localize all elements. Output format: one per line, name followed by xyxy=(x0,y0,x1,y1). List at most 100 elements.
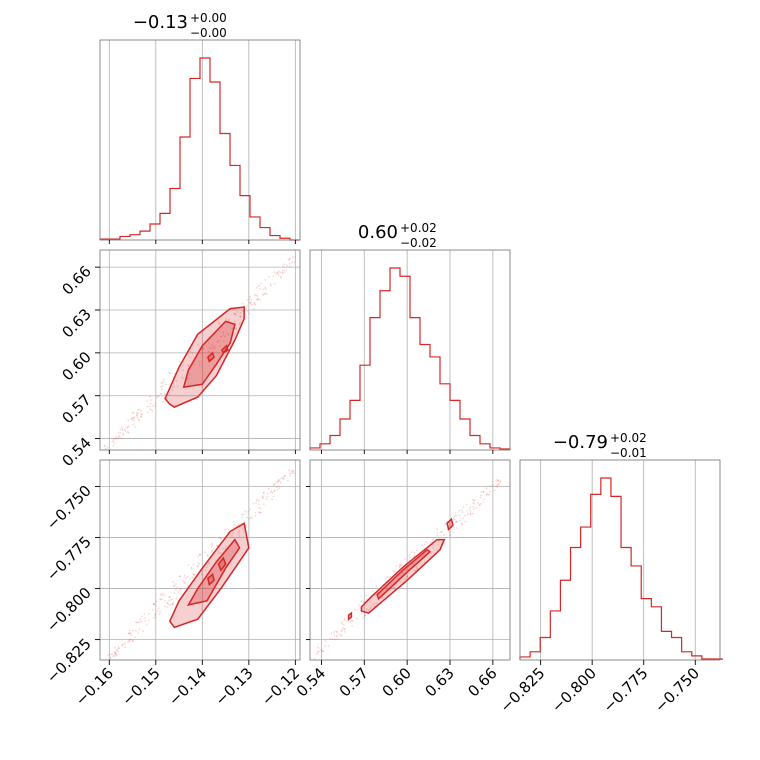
sample-point xyxy=(182,364,185,367)
sample-point xyxy=(198,364,201,367)
sample-point xyxy=(469,510,472,513)
sample-point xyxy=(288,262,291,265)
sample-point xyxy=(218,321,220,324)
sample-point xyxy=(179,593,182,595)
sample-point xyxy=(117,650,119,653)
sample-point xyxy=(273,483,275,485)
x-tick-label: −0.13 xyxy=(211,664,256,709)
sample-point xyxy=(156,395,159,398)
sample-point xyxy=(112,444,115,447)
sample-point xyxy=(250,303,252,306)
sample-point xyxy=(461,523,464,526)
sample-point xyxy=(151,410,154,412)
sample-point xyxy=(276,489,279,491)
sample-point xyxy=(175,597,178,600)
sample-point xyxy=(259,511,261,514)
sample-point xyxy=(171,598,174,600)
sample-point xyxy=(497,479,499,482)
sample-point xyxy=(124,642,127,645)
sample-point xyxy=(179,587,182,590)
sample-point xyxy=(224,335,227,338)
sample-point xyxy=(212,347,215,350)
sample-point xyxy=(409,556,412,559)
sample-point xyxy=(127,419,130,422)
sample-point xyxy=(117,432,120,434)
sample-point xyxy=(114,652,117,654)
sample-point xyxy=(465,503,468,506)
sample-point xyxy=(208,346,211,349)
sample-point xyxy=(272,484,275,487)
sample-point xyxy=(455,514,458,517)
sample-point xyxy=(227,528,230,531)
sample-point xyxy=(169,372,171,375)
sample-point xyxy=(159,610,161,613)
sample-point xyxy=(104,444,106,447)
sample-point xyxy=(168,394,170,396)
sample-point xyxy=(240,315,242,318)
sample-point xyxy=(289,472,292,475)
sample-point xyxy=(332,631,335,633)
sample-point xyxy=(262,294,264,296)
sample-point xyxy=(489,491,491,493)
sample-point xyxy=(282,477,285,480)
sample-point xyxy=(126,640,129,643)
sample-point xyxy=(287,258,290,261)
sample-point xyxy=(107,654,109,656)
sample-point xyxy=(267,487,270,490)
sample-point xyxy=(287,480,289,482)
sample-point xyxy=(478,504,481,507)
sample-point xyxy=(449,534,451,536)
sample-point xyxy=(136,409,139,411)
sample-point xyxy=(186,575,189,578)
sample-point xyxy=(444,522,447,525)
sample-point xyxy=(367,608,369,611)
sample-point xyxy=(235,327,237,330)
sample-point xyxy=(340,630,343,633)
sample-point xyxy=(222,340,225,342)
sample-point xyxy=(214,559,217,561)
sample-point xyxy=(401,572,404,575)
sample-point xyxy=(341,622,343,625)
sample-point xyxy=(112,655,115,658)
x-tick-label: 0.60 xyxy=(379,664,415,700)
x-tick-label: 0.57 xyxy=(336,664,372,700)
sample-point xyxy=(212,345,215,348)
sample-point xyxy=(220,552,222,554)
sample-point xyxy=(258,284,261,287)
sample-point xyxy=(399,565,401,568)
sample-point xyxy=(260,282,263,285)
sample-point xyxy=(289,474,292,477)
sample-point xyxy=(121,428,124,430)
sample-point xyxy=(168,371,171,374)
sample-point xyxy=(260,511,262,514)
sample-point xyxy=(109,653,112,656)
sample-point xyxy=(134,636,137,638)
sample-point xyxy=(201,348,204,351)
sample-point xyxy=(256,295,259,297)
sample-point xyxy=(400,564,403,567)
sample-point xyxy=(276,271,278,274)
sample-point xyxy=(430,541,432,544)
sample-point xyxy=(462,517,465,520)
sample-point xyxy=(292,469,294,472)
sample-point xyxy=(106,446,109,449)
sample-point xyxy=(218,330,221,333)
sample-point xyxy=(122,433,125,436)
sample-point xyxy=(343,623,345,626)
sample-point xyxy=(181,376,183,379)
sample-point xyxy=(119,428,122,431)
sample-point xyxy=(218,552,221,555)
sample-point xyxy=(321,650,324,653)
sample-point xyxy=(140,415,143,418)
sample-point xyxy=(171,602,174,605)
sample-point xyxy=(127,431,130,434)
sample-point xyxy=(134,426,137,428)
sample-point xyxy=(495,479,498,481)
sample-point xyxy=(282,478,284,480)
sample-point xyxy=(190,566,193,569)
axes-frame xyxy=(309,249,511,451)
sample-point xyxy=(264,279,267,281)
sample-point xyxy=(282,265,284,267)
sample-point xyxy=(322,650,324,653)
sample-point xyxy=(258,298,261,301)
